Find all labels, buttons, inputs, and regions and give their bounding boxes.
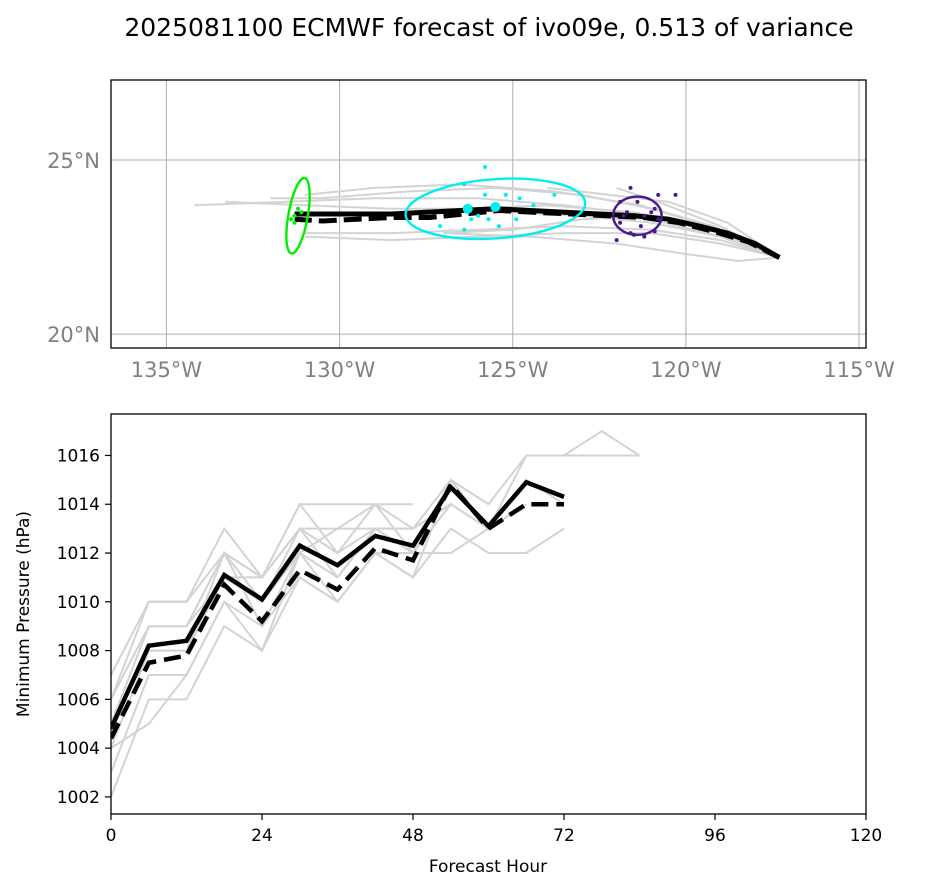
member-position-point: [656, 217, 661, 222]
pressure-panel: 0 24 48 72 96 120 1002 1004 1006 1008 1010 1012 1014…: [14, 413, 882, 877]
lon-tick-label: 125°W: [477, 358, 549, 382]
lon-tick-label: 115°W: [823, 358, 895, 382]
x-tick-label: 120: [850, 826, 882, 846]
member-position-point: [476, 213, 481, 218]
y-tick-label: 1014: [57, 495, 100, 515]
mean-position-point: [462, 203, 473, 214]
pressure-frame: [110, 413, 867, 815]
uncertainty-ellipses: [285, 176, 663, 255]
pressure-ticks: 0 24 48 72 96 120 1002 1004 1006 1008 1010 1012 1014…: [57, 446, 882, 846]
lon-tick-label: 120°W: [650, 358, 722, 382]
member-position-point: [299, 210, 304, 215]
ensemble-pressure-line: [111, 503, 527, 798]
x-tick-label: 48: [402, 826, 424, 846]
member-position-point: [642, 213, 647, 218]
member-position-point: [292, 220, 297, 225]
chart-title: 2025081100 ECMWF forecast of ivo09e, 0.5…: [124, 13, 853, 42]
map-frame: [110, 79, 867, 349]
ensemble-track: [304, 225, 780, 259]
x-tick-label: 0: [106, 826, 117, 846]
y-tick-label: 1004: [57, 739, 100, 759]
ensemble-pressure-line: [111, 503, 490, 725]
member-position-point: [483, 192, 488, 197]
member-position-point: [483, 165, 488, 170]
mean-position-point: [490, 202, 501, 213]
ensemble-pressure-lines: [111, 429, 641, 798]
mean-tracks: [294, 206, 781, 260]
map-gridlines: [111, 80, 866, 348]
member-position-point: [496, 224, 501, 229]
x-tick-label: 96: [704, 826, 726, 846]
member-position-point: [462, 227, 467, 232]
ensemble-position-points: [289, 165, 678, 243]
lat-tick-label: 20°N: [47, 323, 100, 347]
y-tick-label: 1008: [57, 642, 100, 662]
y-tick-label: 1010: [57, 593, 100, 613]
member-position-point: [649, 210, 654, 215]
map-tick-labels: 135°W 130°W 125°W 120°W 115°W 20°N 25°N: [47, 149, 895, 382]
y-tick-label: 1006: [57, 690, 100, 710]
member-position-point: [552, 192, 557, 197]
ensemble-pressure-line: [111, 429, 641, 725]
lon-tick-label: 135°W: [131, 358, 203, 382]
y-tick-label: 1002: [57, 788, 100, 808]
member-position-point: [625, 210, 630, 215]
member-position-point: [469, 217, 474, 222]
member-position-point: [514, 217, 519, 222]
track-map-panel: 135°W 130°W 125°W 120°W 115°W 20°N 25°N: [47, 79, 895, 382]
lon-tick-label: 130°W: [304, 358, 376, 382]
member-position-point: [531, 203, 536, 208]
member-position-point: [292, 213, 297, 218]
y-axis-label: Minimum Pressure (hPa): [14, 511, 34, 717]
member-position-point: [517, 196, 522, 201]
member-position-point: [503, 192, 508, 197]
mean-pressure-dashed: [111, 480, 564, 740]
ensemble-pressure-line: [111, 503, 413, 700]
member-position-point: [642, 234, 647, 239]
ensemble-track: [304, 183, 780, 259]
member-position-point: [296, 206, 301, 211]
x-tick-label: 24: [251, 826, 273, 846]
y-tick-label: 1016: [57, 446, 100, 466]
lat-tick-label: 25°N: [47, 149, 100, 173]
member-position-point: [638, 224, 643, 229]
x-axis-label: Forecast Hour: [429, 857, 547, 877]
mean-pressure-lines: [111, 479, 565, 740]
uncertainty-ellipse: [285, 176, 311, 255]
member-position-point: [614, 238, 619, 243]
ensemble-track: [304, 232, 780, 259]
member-position-point: [289, 217, 294, 222]
y-tick-label: 1012: [57, 544, 100, 564]
ensemble-track: [460, 204, 780, 259]
member-position-point: [635, 199, 640, 204]
member-position-point: [621, 213, 626, 218]
mean-track: [294, 206, 781, 260]
uncertainty-ellipse: [404, 177, 587, 241]
uncertainty-ellipse: [611, 195, 663, 237]
ensemble-track: [547, 186, 780, 259]
member-position-point: [673, 192, 678, 197]
member-position-point: [656, 192, 661, 197]
ensemble-pressure-line: [111, 454, 640, 700]
member-position-point: [618, 220, 623, 225]
member-position-point: [628, 185, 633, 190]
x-tick-label: 72: [553, 826, 575, 846]
mean-pressure-line: [111, 479, 565, 730]
member-position-point: [486, 217, 491, 222]
member-position-point: [652, 206, 657, 211]
member-position-point: [438, 224, 443, 229]
